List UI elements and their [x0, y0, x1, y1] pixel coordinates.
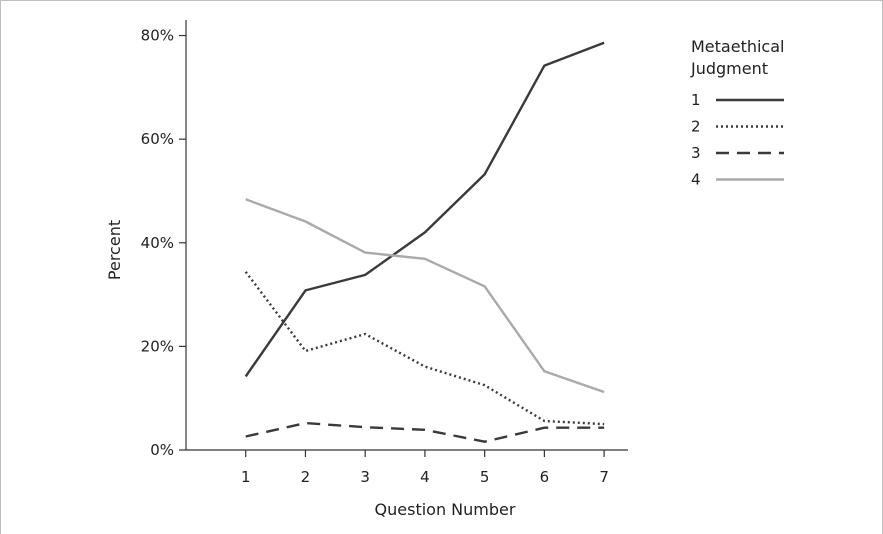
x-tick-label: 6 [540, 468, 550, 486]
y-tick-label: 80% [141, 27, 174, 45]
x-axis-title: Question Number [375, 500, 516, 519]
series-1-line [244, 41, 605, 378]
y-axis-title: Percent [105, 220, 124, 280]
y-tick-label: 60% [141, 130, 174, 148]
x-ticks: 1 2 3 4 5 6 7 [241, 450, 609, 486]
legend-label: 2 [691, 118, 701, 136]
series-4-line [245, 198, 605, 394]
legend-item-4: 4 [691, 171, 784, 189]
x-tick-label: 3 [360, 468, 370, 486]
legend-item-1: 1 [691, 91, 784, 109]
y-ticks: 0% 20% 40% 60% 80% [141, 27, 186, 459]
series-3-line [245, 421, 605, 443]
legend-label: 4 [691, 171, 701, 189]
series-2-line [244, 271, 605, 426]
x-tick-label: 2 [301, 468, 311, 486]
x-tick-label: 4 [420, 468, 430, 486]
y-tick-label: 40% [141, 234, 174, 252]
x-tick-label: 1 [241, 468, 251, 486]
y-tick-label: 20% [141, 337, 174, 355]
x-tick-label: 5 [480, 468, 490, 486]
legend-label: 1 [691, 91, 701, 109]
legend-item-3: 3 [691, 144, 784, 162]
legend-items: 1 2 3 4 [691, 91, 784, 189]
series-layer [244, 41, 605, 443]
legend-title-line-1: Metaethical [691, 37, 784, 56]
legend-title-line-2: Judgment [690, 59, 768, 78]
legend-label: 3 [691, 144, 701, 162]
legend-item-2: 2 [691, 118, 784, 136]
legend: Metaethical Judgment 1 2 3 4 [690, 37, 784, 189]
x-tick-label: 7 [599, 468, 609, 486]
y-tick-label: 0% [150, 441, 174, 459]
axes [185, 20, 628, 451]
